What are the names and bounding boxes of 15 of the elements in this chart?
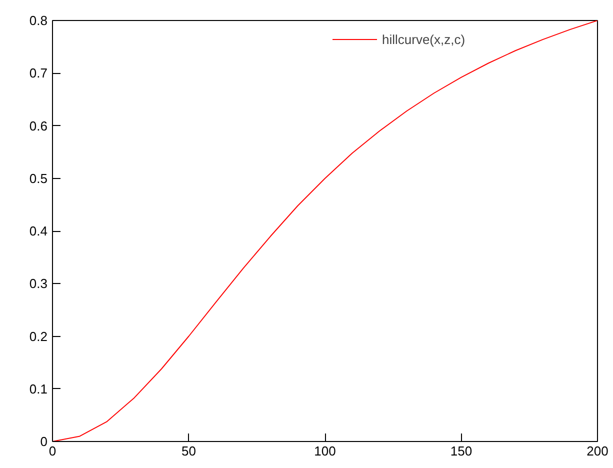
line-series	[52, 20, 598, 442]
y-tick-label: 0.5	[29, 170, 48, 186]
x-tick-label: 100	[314, 444, 336, 458]
y-tick-label: 0.1	[29, 381, 48, 396]
x-tick-label: 50	[182, 444, 196, 458]
y-tick-label: 0.6	[29, 118, 48, 134]
y-tick-label: 0.7	[29, 66, 48, 81]
y-tick-label: 0.4	[29, 224, 48, 238]
x-tick-label: 150	[450, 444, 472, 458]
y-tick-label: 0	[40, 434, 48, 449]
legend-label: hillcurve(x,z,c)	[382, 32, 466, 46]
y-tick-label: 0.2	[29, 328, 48, 344]
y-tick-label: 0.3	[29, 276, 48, 292]
x-tick-label: 200	[586, 444, 608, 458]
y-tick-label: 0.8	[29, 13, 48, 28]
